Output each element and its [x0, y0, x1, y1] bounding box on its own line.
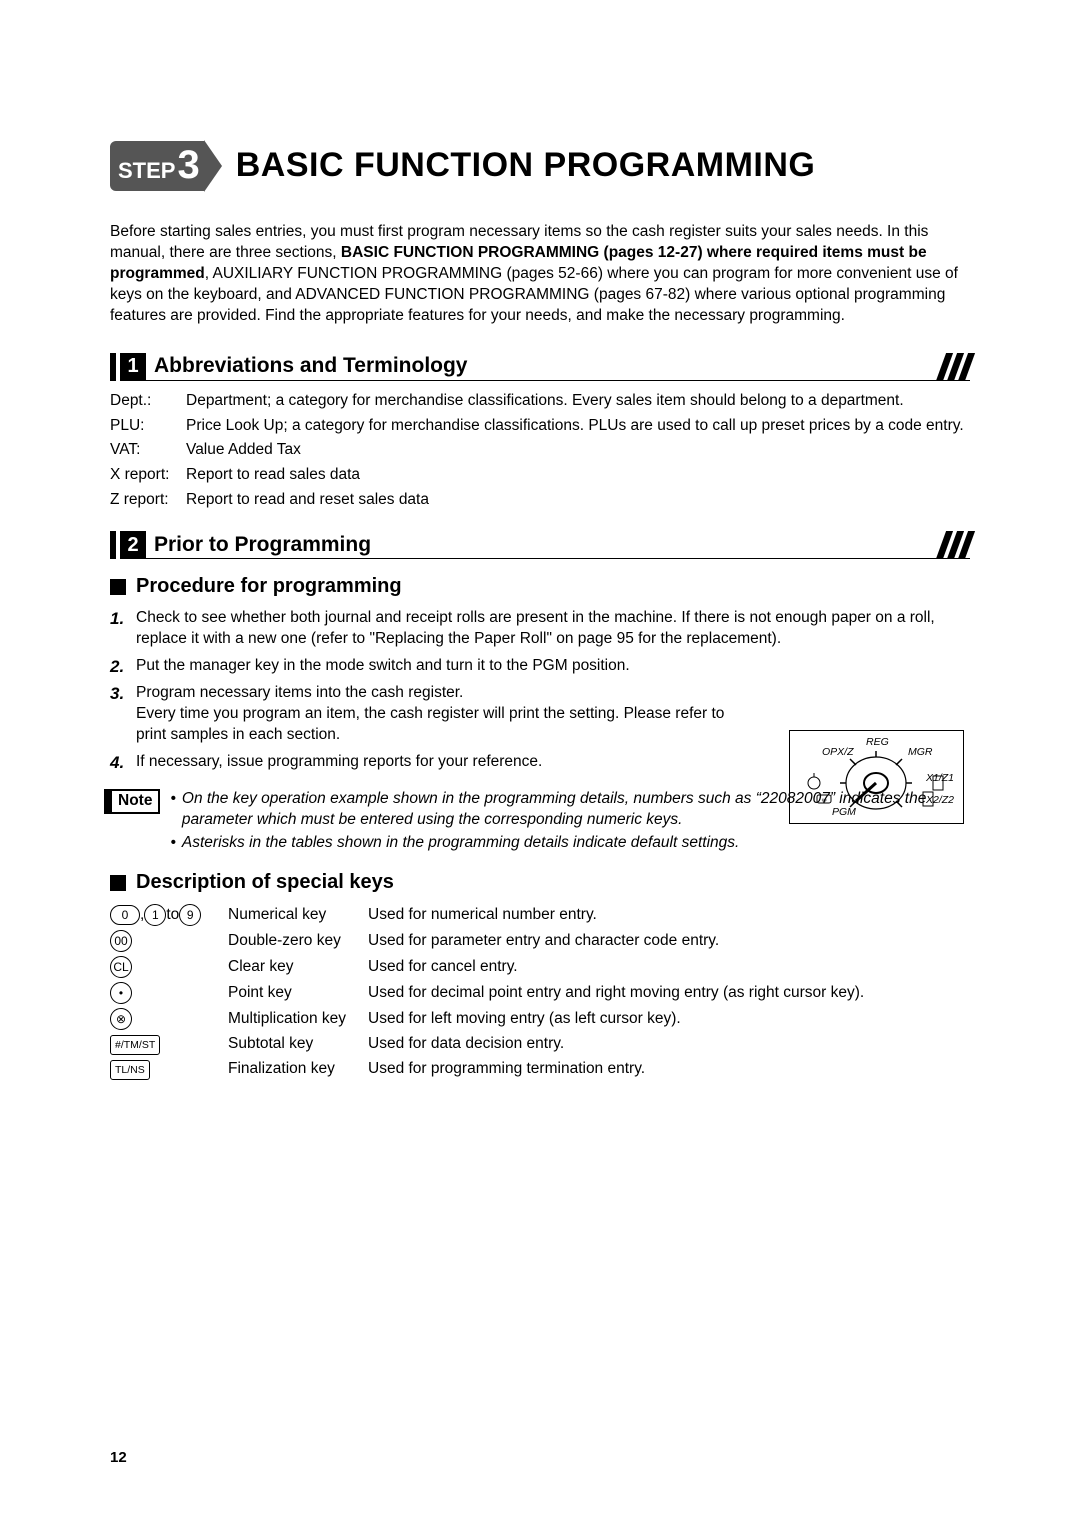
subheading-procedure: Procedure for programming [110, 573, 970, 600]
section-hash-icon [936, 531, 975, 559]
definition-body: Value Added Tax [186, 440, 970, 461]
key-row: 00Double-zero keyUsed for parameter entr… [110, 930, 970, 952]
dial-label-x1z1: X1/Z1 [926, 771, 954, 785]
definition-body: Report to read and reset sales data [186, 490, 970, 511]
key-row: ⊗Multiplication keyUsed for left moving … [110, 1008, 970, 1030]
procedure-step: Put the manager key in the mode switch a… [110, 656, 730, 677]
definition-row: Dept.:Department; a category for merchan… [110, 391, 970, 412]
key-desc: Used for cancel entry. [368, 957, 970, 978]
step-arrow-icon [204, 140, 222, 192]
dial-label-mgr: MGR [908, 745, 933, 759]
procedure-step: If necessary, issue programming reports … [110, 752, 730, 773]
key-desc: Used for programming termination entry. [368, 1059, 970, 1080]
definition-term: Z report: [110, 490, 186, 511]
section-2-number: 2 [120, 531, 146, 559]
key-cap: ⊗ [110, 1008, 228, 1030]
section-bar-icon [110, 531, 116, 559]
step-badge: STEP 3 [110, 141, 204, 192]
key-cap: 00 [110, 930, 228, 952]
key-name: Multiplication key [228, 1009, 368, 1030]
key-desc: Used for decimal point entry and right m… [368, 983, 970, 1004]
definition-body: Price Look Up; a category for merchandis… [186, 416, 970, 437]
special-keys-table: 0 , 1 to 9Numerical keyUsed for numerica… [110, 904, 970, 1080]
note-line: •Asterisks in the tables shown in the pr… [170, 833, 970, 854]
section-1-header: 1 Abbreviations and Terminology [110, 353, 970, 381]
subheading-special-keys: Description of special keys [110, 869, 970, 896]
key-desc: Used for data decision entry. [368, 1034, 970, 1055]
intro-paragraph: Before starting sales entries, you must … [110, 222, 970, 327]
definition-body: Department; a category for merchandise c… [186, 391, 970, 412]
key-desc: Used for parameter entry and character c… [368, 931, 970, 952]
key-name: Double-zero key [228, 931, 368, 952]
definitions-list: Dept.:Department; a category for merchan… [110, 391, 970, 512]
key-row: TL/NSFinalization keyUsed for programmin… [110, 1059, 970, 1080]
key-desc: Used for left moving entry (as left curs… [368, 1009, 970, 1030]
key-cap: CL [110, 956, 228, 978]
key-desc: Used for numerical number entry. [368, 905, 970, 926]
section-1-number: 1 [120, 353, 146, 381]
note-badge: Note [110, 789, 160, 814]
main-title: BASIC FUNCTION PROGRAMMING [236, 143, 816, 189]
key-name: Finalization key [228, 1059, 368, 1080]
svg-text:∞: ∞ [822, 797, 827, 804]
procedure-step: Program necessary items into the cash re… [110, 683, 730, 746]
definition-term: PLU: [110, 416, 186, 437]
definition-term: Dept.: [110, 391, 186, 412]
key-name: Clear key [228, 957, 368, 978]
key-name: Numerical key [228, 905, 368, 926]
definition-row: X report:Report to read sales data [110, 465, 970, 486]
section-2-header: 2 Prior to Programming [110, 531, 970, 559]
step-label: STEP [118, 156, 175, 186]
definition-term: VAT: [110, 440, 186, 461]
key-row: CLClear keyUsed for cancel entry. [110, 956, 970, 978]
definition-row: VAT:Value Added Tax [110, 440, 970, 461]
dial-label-pgm: PGM [832, 805, 856, 819]
definition-term: X report: [110, 465, 186, 486]
section-bar-icon [110, 353, 116, 381]
key-cap: 0 , 1 to 9 [110, 904, 228, 926]
page-number: 12 [110, 1448, 127, 1468]
key-row: #/TM/STSubtotal keyUsed for data decisio… [110, 1034, 970, 1055]
key-cap: • [110, 982, 228, 1004]
dial-label-reg: REG [866, 735, 889, 749]
key-name: Subtotal key [228, 1034, 368, 1055]
section-2-title: Prior to Programming [146, 531, 381, 559]
section-1-title: Abbreviations and Terminology [146, 353, 477, 381]
dial-label-x2z2: X2/Z2 [926, 793, 954, 807]
definition-body: Report to read sales data [186, 465, 970, 486]
key-cap: TL/NS [110, 1060, 228, 1080]
dial-label-opxz: OPX/Z [822, 745, 854, 759]
definition-row: Z report:Report to read and reset sales … [110, 490, 970, 511]
key-row: •Point keyUsed for decimal point entry a… [110, 982, 970, 1004]
mode-dial-figure: ∞ REG OPX/Z MGR X1/Z1 X2/Z2 PGM [789, 730, 964, 824]
step-number: 3 [177, 147, 199, 183]
definition-row: PLU:Price Look Up; a category for mercha… [110, 416, 970, 437]
key-row: 0 , 1 to 9Numerical keyUsed for numerica… [110, 904, 970, 926]
section-hash-icon [936, 353, 975, 381]
key-name: Point key [228, 983, 368, 1004]
procedure-step: Check to see whether both journal and re… [110, 608, 970, 650]
page-title-row: STEP 3 BASIC FUNCTION PROGRAMMING [110, 140, 970, 192]
key-cap: #/TM/ST [110, 1035, 228, 1055]
